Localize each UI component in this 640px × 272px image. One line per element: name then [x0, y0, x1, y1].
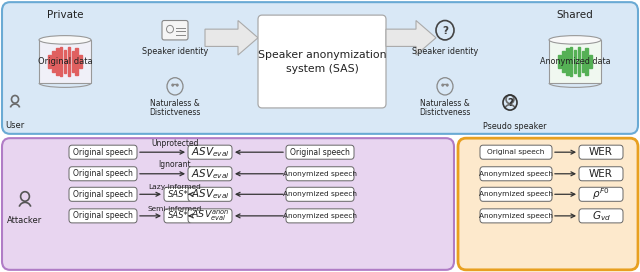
Bar — [586, 48, 588, 75]
Text: $\mathit{ASV}_{\mathit{eval}}$: $\mathit{ASV}_{\mathit{eval}}$ — [191, 145, 229, 159]
Text: Lazy-informed: Lazy-informed — [148, 184, 202, 190]
Text: Original speech: Original speech — [73, 190, 133, 199]
Ellipse shape — [549, 36, 601, 44]
Text: Original data: Original data — [38, 57, 92, 66]
Text: SAS*: SAS* — [168, 190, 188, 199]
Text: Private: Private — [47, 10, 83, 20]
Circle shape — [177, 84, 178, 86]
Circle shape — [442, 84, 444, 86]
Text: $\rho^{F0}$: $\rho^{F0}$ — [592, 186, 610, 202]
Bar — [570, 48, 572, 76]
FancyBboxPatch shape — [69, 167, 137, 181]
Text: $\mathit{ASV}_{\mathit{eval}}$: $\mathit{ASV}_{\mathit{eval}}$ — [191, 167, 229, 181]
Text: Unprotected: Unprotected — [151, 139, 199, 148]
Bar — [48, 55, 51, 68]
FancyBboxPatch shape — [579, 145, 623, 159]
Bar — [60, 48, 62, 76]
Text: Speaker identity: Speaker identity — [412, 48, 478, 57]
Bar — [64, 50, 67, 73]
FancyBboxPatch shape — [286, 167, 354, 181]
Text: Naturaless &: Naturaless & — [150, 99, 200, 108]
FancyBboxPatch shape — [188, 145, 232, 159]
Text: User: User — [5, 121, 24, 130]
Text: ?: ? — [507, 98, 513, 108]
Polygon shape — [549, 40, 601, 83]
FancyBboxPatch shape — [480, 209, 552, 223]
Polygon shape — [39, 40, 91, 83]
FancyBboxPatch shape — [188, 187, 232, 201]
Bar — [72, 51, 74, 72]
Polygon shape — [205, 20, 258, 55]
Bar — [76, 48, 78, 75]
FancyBboxPatch shape — [164, 209, 192, 223]
Text: Attacker: Attacker — [8, 216, 43, 225]
Ellipse shape — [39, 36, 91, 44]
Text: Original speech: Original speech — [73, 148, 133, 157]
Text: Distictveness: Distictveness — [419, 108, 470, 117]
Text: Speaker identity: Speaker identity — [142, 48, 208, 57]
Bar — [578, 48, 580, 76]
Text: Distictveness: Distictveness — [149, 108, 201, 117]
Text: Shared: Shared — [557, 10, 593, 20]
Circle shape — [172, 84, 173, 86]
Text: Anonymized speech: Anonymized speech — [283, 191, 357, 197]
Text: Anonymized data: Anonymized data — [540, 57, 611, 66]
Text: Original speech: Original speech — [487, 149, 545, 155]
Text: Anonymized speech: Anonymized speech — [479, 213, 553, 219]
Bar — [562, 51, 564, 72]
FancyBboxPatch shape — [162, 20, 188, 40]
FancyBboxPatch shape — [188, 209, 232, 223]
FancyBboxPatch shape — [2, 138, 454, 270]
Text: $\mathit{ASV}^{\mathit{anon}}_{\mathit{eval}}$: $\mathit{ASV}^{\mathit{anon}}_{\mathit{e… — [191, 209, 229, 223]
FancyBboxPatch shape — [286, 209, 354, 223]
Text: $G_{\mathit{vd}}$: $G_{\mathit{vd}}$ — [591, 209, 611, 223]
Bar — [582, 51, 584, 72]
Text: Pseudo speaker: Pseudo speaker — [483, 122, 547, 131]
FancyBboxPatch shape — [2, 2, 638, 134]
Text: WER: WER — [589, 169, 613, 179]
FancyBboxPatch shape — [286, 145, 354, 159]
Polygon shape — [386, 20, 436, 55]
Text: $\mathit{ASV}_{\mathit{eval}}$: $\mathit{ASV}_{\mathit{eval}}$ — [191, 187, 229, 201]
FancyBboxPatch shape — [579, 209, 623, 223]
Text: Semi-informed: Semi-informed — [148, 206, 202, 212]
Text: ?: ? — [442, 26, 448, 36]
FancyBboxPatch shape — [579, 167, 623, 181]
Text: Ignorant: Ignorant — [159, 160, 191, 169]
Text: Anonymized speech: Anonymized speech — [479, 171, 553, 177]
Bar — [558, 55, 561, 68]
Text: Naturaless &: Naturaless & — [420, 99, 470, 108]
Text: Anonymized speech: Anonymized speech — [283, 213, 357, 219]
Text: SAS*: SAS* — [168, 211, 188, 220]
Bar — [68, 48, 70, 76]
FancyBboxPatch shape — [69, 209, 137, 223]
Circle shape — [447, 84, 448, 86]
FancyBboxPatch shape — [258, 15, 386, 108]
Text: Original speech: Original speech — [73, 169, 133, 178]
FancyBboxPatch shape — [69, 145, 137, 159]
FancyBboxPatch shape — [480, 145, 552, 159]
Bar — [589, 55, 592, 68]
FancyBboxPatch shape — [458, 138, 638, 270]
FancyBboxPatch shape — [480, 187, 552, 201]
FancyBboxPatch shape — [164, 187, 192, 201]
FancyBboxPatch shape — [286, 187, 354, 201]
Text: Original speech: Original speech — [290, 148, 350, 157]
Text: Speaker anonymization
system (SAS): Speaker anonymization system (SAS) — [258, 50, 387, 73]
FancyBboxPatch shape — [480, 167, 552, 181]
Bar — [566, 48, 568, 75]
Bar — [56, 48, 58, 75]
Text: Anonymized speech: Anonymized speech — [283, 171, 357, 177]
Bar — [52, 51, 54, 72]
Text: Original speech: Original speech — [73, 211, 133, 220]
FancyBboxPatch shape — [188, 167, 232, 181]
Bar — [79, 55, 82, 68]
FancyBboxPatch shape — [69, 187, 137, 201]
Text: Anonymized speech: Anonymized speech — [479, 191, 553, 197]
FancyBboxPatch shape — [579, 187, 623, 201]
Bar — [573, 50, 576, 73]
Text: WER: WER — [589, 147, 613, 157]
